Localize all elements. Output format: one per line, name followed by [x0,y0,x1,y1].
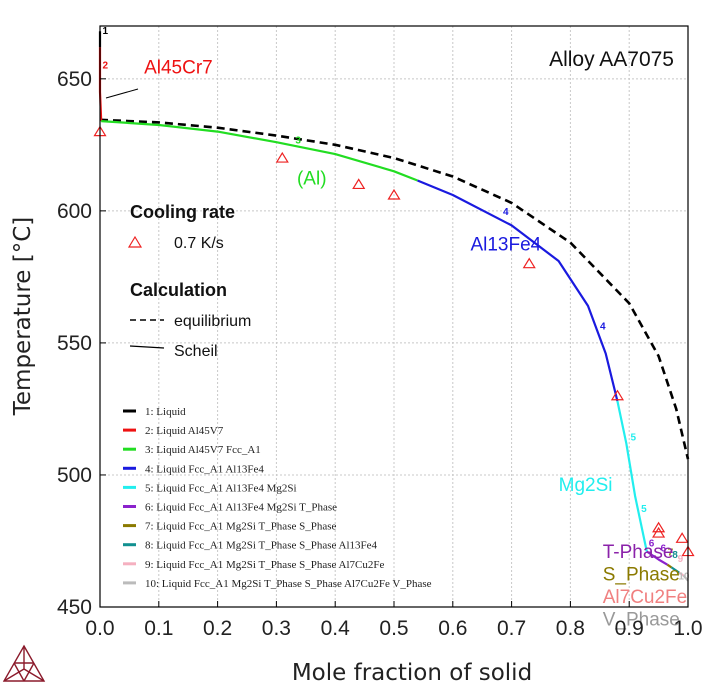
cooling-rate-legend: Cooling rate 0.7 K/s Calculation equilib… [127,202,251,360]
x-tick-label: 0.8 [556,617,585,640]
segment-label: 8 [672,550,678,561]
x-tick-label: 0.7 [497,617,526,640]
x-tick-label: 0.6 [438,617,467,640]
segment-label: 5 [641,504,647,515]
segment-legend: 1: Liquid 2: Liquid Al45V7 3: Liquid Al45V… [123,406,432,590]
equilibrium-line [99,118,690,460]
segment-legend-label: 10: Liquid Fcc_A1 Mg2Si T_Phase S_Phase … [145,578,432,590]
equilibrium-curve [99,118,690,460]
segment-legend-label: 1: Liquid [145,406,186,418]
x-tick-label: 1.0 [673,617,702,640]
scheil-segment-8 [670,566,680,574]
al45cr7-pointer-line [105,88,139,99]
segment-legend-label: 8: Liquid Fcc_A1 Mg2Si T_Phase S_Phase A… [145,540,378,552]
measurement-point [275,151,289,163]
segment-label: 4 [503,207,509,218]
segment-label: 5 [631,433,637,444]
thermo-calc-logo-icon [2,644,46,682]
scheil-legend-label: Scheil [174,343,218,360]
segment-label: 1 [103,26,109,37]
scheil-segment-7 [666,563,673,569]
segment-legend-label: 6: Liquid Fcc_A1 Al13Fe4 Mg2Si T_Phase [145,502,337,514]
segment-label: 3 [295,136,301,147]
segment-label: 4 [600,322,606,333]
phase-annotation: Mg2Si [559,475,613,496]
segment-label: 9 [678,554,684,565]
segment-legend-label: 3: Liquid Al45V7 Fcc_A1 [145,444,261,456]
axis-ticks: 0.0 0.1 0.2 0.3 0.4 0.5 0.6 0.7 0.8 0.9 1.0 450 500 5… [57,68,703,640]
segment-legend-label: 4: Liquid Fcc_A1 Al13Fe4 [145,463,264,475]
phase-annotation: Al45Cr7 [144,58,213,79]
phase-annotation: S_Phase [603,565,680,586]
y-tick-label: 450 [57,596,92,619]
cooling-rate-label: 0.7 K/s [174,235,224,252]
y-tick-label: 600 [57,200,92,223]
chart-title: Alloy AA7075 [549,48,674,71]
x-tick-label: 0.9 [615,617,644,640]
measurement-point [352,178,366,190]
x-tick-label: 0.5 [379,617,408,640]
phase-annotation: Al7Cu2Fe [603,587,688,608]
calculation-title: Calculation [130,280,227,300]
segment-legend-label: 7: Liquid Fcc_A1 Mg2Si T_Phase S_Phase [145,521,337,533]
segment-label: 2 [103,60,109,71]
phase-annotation: T-Phase [603,542,674,563]
segment-label: 6 [661,544,667,555]
equilibrium-legend-label: equilibrium [174,313,251,330]
measurement-point [652,521,666,533]
phase-annotation: V_Phase [603,609,680,630]
phase-annotations: Al45Cr7 (Al) Al13Fe4 Mg2Si T-PhaseS_PhaseAl7… [144,58,687,631]
measurement-point [522,257,536,269]
y-axis-title: Temperature [°C] [10,217,36,417]
y-tick-label: 550 [57,332,92,355]
x-tick-label: 0.4 [321,617,351,640]
y-tick-label: 650 [57,68,92,91]
measurement-point [387,188,401,200]
x-tick-label: 0.1 [144,617,173,640]
segment-label: 10 [678,571,690,582]
grid-lines [100,26,688,607]
segment-label: 7 [668,548,674,559]
scheil-segment-3 [101,120,418,182]
scheil-segment-4 [417,179,619,402]
segment-legend-label: 2: Liquid Al45V7 [145,425,224,437]
segment-legend-label: 5: Liquid Fcc_A1 Al13Fe4 Mg2Si [145,482,297,494]
measurement-point [610,389,625,401]
x-axis-title: Mole fraction of solid [292,660,532,686]
segment-legend-label: 9: Liquid Fcc_A1 Mg2Si T_Phase S_Phase A… [145,559,384,571]
x-tick-label: 0.2 [203,617,232,640]
y-tick-label: 500 [57,464,92,487]
scheil-legend-line [129,345,165,349]
measurement-point [652,526,666,538]
scheil-segment-6 [646,550,668,566]
scheil-segment-9 [678,571,684,577]
phase-annotation: Al13Fe4 [470,234,541,255]
x-tick-label: 0.3 [262,617,291,640]
x-tick-label: 0.0 [85,617,114,640]
measurement-point [675,532,689,543]
scheil-segment-5 [616,400,648,552]
segment-label: 6 [649,538,655,549]
scheil-segment-10 [682,574,689,582]
cooling-rate-title: Cooling rate [130,202,235,222]
phase-annotation: (Al) [297,168,327,189]
cooling-rate-marker [127,235,143,248]
